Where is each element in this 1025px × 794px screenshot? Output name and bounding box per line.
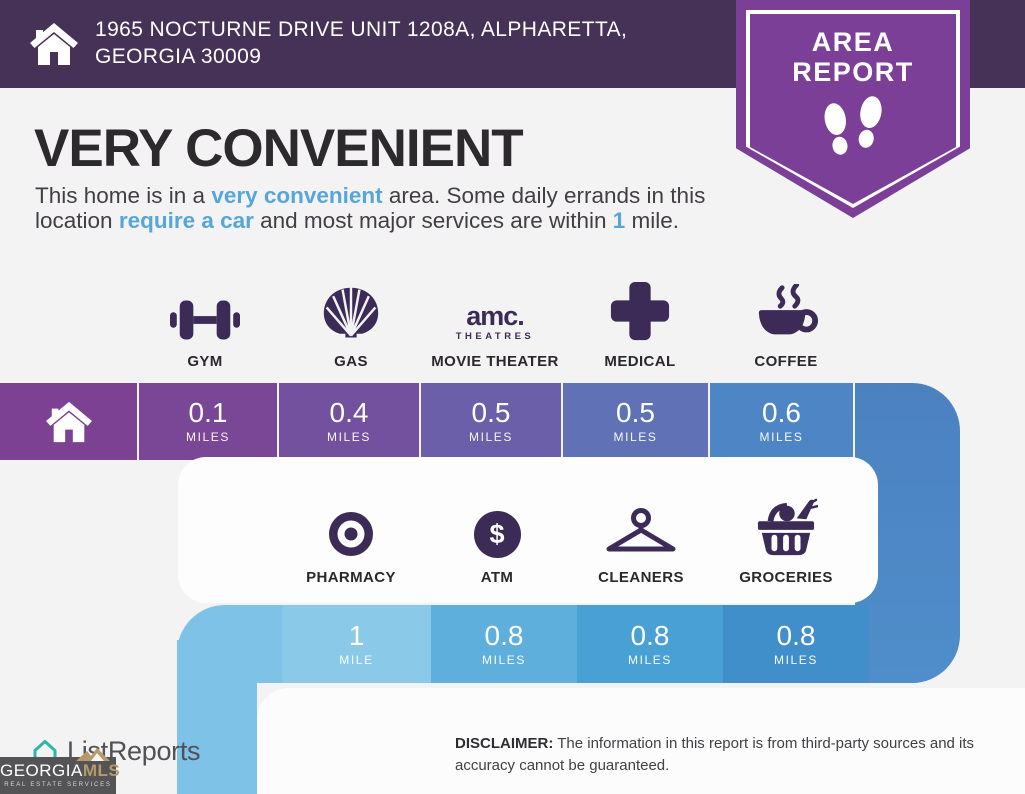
bar2-left-pad: [177, 605, 282, 683]
distance-cell: 0.5 MILES: [563, 383, 708, 460]
grocery-basket-icon: [701, 492, 871, 558]
dollar-circle-icon: $: [412, 492, 582, 558]
dumbbell-icon: [120, 276, 290, 342]
row2-icons-panel: PHARMACY $ ATM CLEANERS: [178, 457, 878, 603]
disclaimer-text: DISCLAIMER: The information in this repo…: [455, 735, 975, 774]
category-label: MOVIE THEATER: [431, 353, 559, 370]
distance-cell: 0.1 MILES: [139, 383, 277, 460]
walkability-headline: VERY CONVENIENT: [34, 119, 524, 178]
category-movie-theater: amc. THEATRES MOVIE THEATER: [410, 276, 580, 371]
area-report-badge: AREA REPORT: [736, 0, 970, 218]
category-label: GAS: [334, 353, 368, 370]
georgiamls-logo: GEORGIAMLS REAL ESTATE SERVICES: [0, 748, 121, 794]
footprints-icon: [736, 93, 970, 170]
coffee-cup-icon: [701, 276, 871, 342]
home-cell: [0, 383, 137, 460]
hanger-icon: [556, 492, 726, 558]
distance-cell: 0.8 MILES: [431, 605, 577, 683]
category-label: GROCERIES: [739, 569, 833, 586]
mountain-icon: [76, 748, 110, 761]
shell-gas-icon: [266, 276, 436, 342]
category-label: ATM: [480, 569, 514, 586]
category-groceries: GROCERIES: [701, 492, 871, 586]
walkability-description: This home is in a very convenient area. …: [35, 183, 706, 233]
distance-cell: 0.6 MILES: [710, 383, 853, 460]
category-label: PHARMACY: [306, 569, 396, 586]
home-icon: [30, 23, 78, 65]
georgiamls-wordmark: GEORGIAMLS: [0, 761, 121, 780]
disclaimer-panel: DISCLAIMER: The information in this repo…: [257, 688, 1025, 794]
category-cleaners: CLEANERS: [556, 492, 726, 586]
badge-title: AREA REPORT: [792, 27, 914, 87]
category-label: MEDICAL: [604, 353, 676, 370]
distance-cell: 0.8 MILES: [577, 605, 723, 683]
distance-cell: 0.5 MILES: [421, 383, 561, 460]
category-atm: $ ATM: [412, 492, 582, 586]
home-icon: [45, 401, 92, 442]
distance-cell: 1 MILE: [282, 605, 431, 683]
category-label: CLEANERS: [598, 569, 684, 586]
distance-bar-row1: 0.1 MILES 0.4 MILES 0.5 MILES 0.5 MILES 0.6 M…: [0, 383, 853, 460]
category-label: GYM: [187, 353, 223, 370]
category-gas: GAS: [266, 276, 436, 370]
category-coffee: COFFEE: [701, 276, 871, 370]
distance-cell: 0.4 MILES: [279, 383, 419, 460]
distance-cell: 0.8 MILES: [723, 605, 869, 683]
georgiamls-tagline: REAL ESTATE SERVICES: [4, 782, 112, 788]
category-label: COFFEE: [754, 353, 818, 370]
distance-bar-row2: 1 MILE 0.8 MILES 0.8 MILES 0.8 MILES: [177, 605, 869, 683]
category-medical: MEDICAL: [555, 276, 725, 370]
amc-theatres-logo: amc. THEATRES: [455, 301, 535, 343]
category-pharmacy: PHARMACY: [266, 492, 436, 586]
target-bullseye-icon: [266, 492, 436, 558]
property-address: 1965 NOCTURNE DRIVE UNIT 1208A, ALPHARET…: [95, 18, 628, 68]
category-gym: GYM: [120, 276, 290, 370]
medical-cross-icon: [555, 276, 725, 342]
